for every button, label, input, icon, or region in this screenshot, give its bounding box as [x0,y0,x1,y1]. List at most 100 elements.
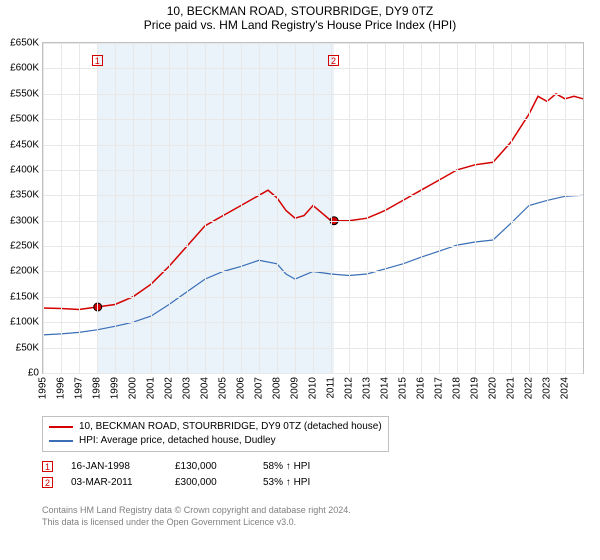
x-tick-label: 2000 [128,377,139,399]
sale-marker-label-1: 1 [92,55,103,66]
x-tick-label: 2016 [416,377,427,399]
gridline-v [565,43,566,373]
x-tick-label: 1998 [92,377,103,399]
legend-label: HPI: Average price, detached house, Dudl… [79,434,276,448]
x-tick-label: 2022 [524,377,535,399]
transaction-date: 16-JAN-1998 [71,461,157,472]
gridline-v [493,43,494,373]
gridline-v [547,43,548,373]
legend-swatch [49,440,73,442]
plot-area: £0£50K£100K£150K£200K£250K£300K£350K£400… [42,42,584,374]
transaction-table: 1 16-JAN-1998 £130,000 58% ↑ HPI 2 03-MAR-201… [42,458,310,490]
x-tick-label: 2015 [398,377,409,399]
transaction-hpi: 58% ↑ HPI [263,461,310,472]
gridline-v [151,43,152,373]
chart-container: 10, BECKMAN ROAD, STOURBRIDGE, DY9 0TZ P… [0,0,600,560]
transaction-row: 2 03-MAR-2011 £300,000 53% ↑ HPI [42,474,310,490]
y-tick-label: £150K [10,291,39,302]
gridline-v [367,43,368,373]
gridline-v [331,43,332,373]
gridline-v [403,43,404,373]
x-tick-label: 2012 [344,377,355,399]
transaction-row: 1 16-JAN-1998 £130,000 58% ↑ HPI [42,458,310,474]
y-tick-label: £350K [10,190,39,201]
gridline-v [439,43,440,373]
x-tick-label: 2010 [308,377,319,399]
transaction-hpi: 53% ↑ HPI [263,477,310,488]
gridline-v [457,43,458,373]
x-tick-label: 2019 [470,377,481,399]
gridline-v [295,43,296,373]
x-tick-label: 2020 [488,377,499,399]
y-tick-label: £200K [10,266,39,277]
x-tick-label: 2009 [290,377,301,399]
footer-attribution: Contains HM Land Registry data © Crown c… [42,504,351,528]
gridline-v [385,43,386,373]
gridline-v [421,43,422,373]
gridline-v [133,43,134,373]
chart-subtitle: Price paid vs. HM Land Registry's House … [0,18,600,32]
x-tick-label: 1999 [110,377,121,399]
gridline-v [43,43,44,373]
x-tick-label: 2021 [506,377,517,399]
gridline-v [205,43,206,373]
x-tick-label: 1997 [74,377,85,399]
x-tick-label: 2008 [272,377,283,399]
y-tick-label: £650K [10,38,39,49]
y-tick-label: £250K [10,241,39,252]
gridline-v [511,43,512,373]
y-tick-label: £450K [10,139,39,150]
x-tick-label: 2003 [182,377,193,399]
x-tick-label: 2002 [164,377,175,399]
x-tick-label: 2014 [380,377,391,399]
x-tick-label: 2005 [218,377,229,399]
transaction-index: 1 [42,461,53,472]
gridline-v [115,43,116,373]
gridline-v [277,43,278,373]
x-tick-label: 2006 [236,377,247,399]
x-tick-label: 1995 [38,377,49,399]
legend-row: HPI: Average price, detached house, Dudl… [49,434,382,448]
gridline-v [241,43,242,373]
transaction-date: 03-MAR-2011 [71,477,157,488]
legend-row: 10, BECKMAN ROAD, STOURBRIDGE, DY9 0TZ (… [49,420,382,434]
x-tick-label: 2023 [542,377,553,399]
legend-label: 10, BECKMAN ROAD, STOURBRIDGE, DY9 0TZ (… [79,420,382,434]
gridline-v [61,43,62,373]
gridline-v [529,43,530,373]
x-tick-label: 2024 [560,377,571,399]
transaction-index: 2 [42,477,53,488]
y-tick-label: £550K [10,88,39,99]
transaction-price: £300,000 [175,477,245,488]
transaction-price: £130,000 [175,461,245,472]
gridline-v [475,43,476,373]
x-tick-label: 2007 [254,377,265,399]
legend-swatch [49,426,73,428]
y-tick-label: £500K [10,114,39,125]
sale-marker-label-2: 2 [328,55,339,66]
x-tick-label: 2017 [434,377,445,399]
y-tick-label: £300K [10,215,39,226]
gridline-v [79,43,80,373]
footer-line2: This data is licensed under the Open Gov… [42,516,351,528]
footer-line1: Contains HM Land Registry data © Crown c… [42,504,351,516]
legend-box: 10, BECKMAN ROAD, STOURBRIDGE, DY9 0TZ (… [42,416,389,452]
y-tick-label: £400K [10,164,39,175]
y-tick-label: £50K [16,342,39,353]
gridline-v [223,43,224,373]
gridline-v [169,43,170,373]
x-tick-label: 2018 [452,377,463,399]
gridline-v [349,43,350,373]
gridline-h [43,373,583,374]
x-tick-label: 2001 [146,377,157,399]
x-tick-label: 2013 [362,377,373,399]
gridline-v [259,43,260,373]
y-tick-label: £600K [10,63,39,74]
gridline-v [313,43,314,373]
x-tick-label: 1996 [56,377,67,399]
x-tick-label: 2004 [200,377,211,399]
x-tick-label: 2011 [326,377,337,399]
gridline-v [187,43,188,373]
gridline-v [97,43,98,373]
y-tick-label: £100K [10,317,39,328]
